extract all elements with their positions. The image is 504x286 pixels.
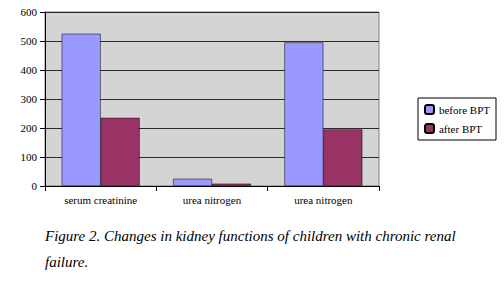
svg-text:after BPT: after BPT [439, 123, 482, 135]
svg-text:300: 300 [21, 93, 38, 105]
svg-text:urea nitrogen: urea nitrogen [294, 194, 353, 206]
svg-text:600: 600 [21, 6, 38, 18]
svg-text:400: 400 [21, 64, 38, 76]
svg-text:0: 0 [32, 180, 38, 192]
svg-text:serum creatinine: serum creatinine [64, 194, 137, 206]
svg-text:failure.: failure. [45, 254, 88, 270]
svg-text:before BPT: before BPT [439, 104, 490, 116]
svg-text:200: 200 [21, 122, 38, 134]
svg-text:urea nitrogen: urea nitrogen [183, 194, 242, 206]
svg-text:500: 500 [21, 35, 38, 47]
svg-text:100: 100 [21, 151, 38, 163]
svg-text:Figure 2. Changes in kidney fu: Figure 2. Changes in kidney functions of… [44, 228, 459, 244]
